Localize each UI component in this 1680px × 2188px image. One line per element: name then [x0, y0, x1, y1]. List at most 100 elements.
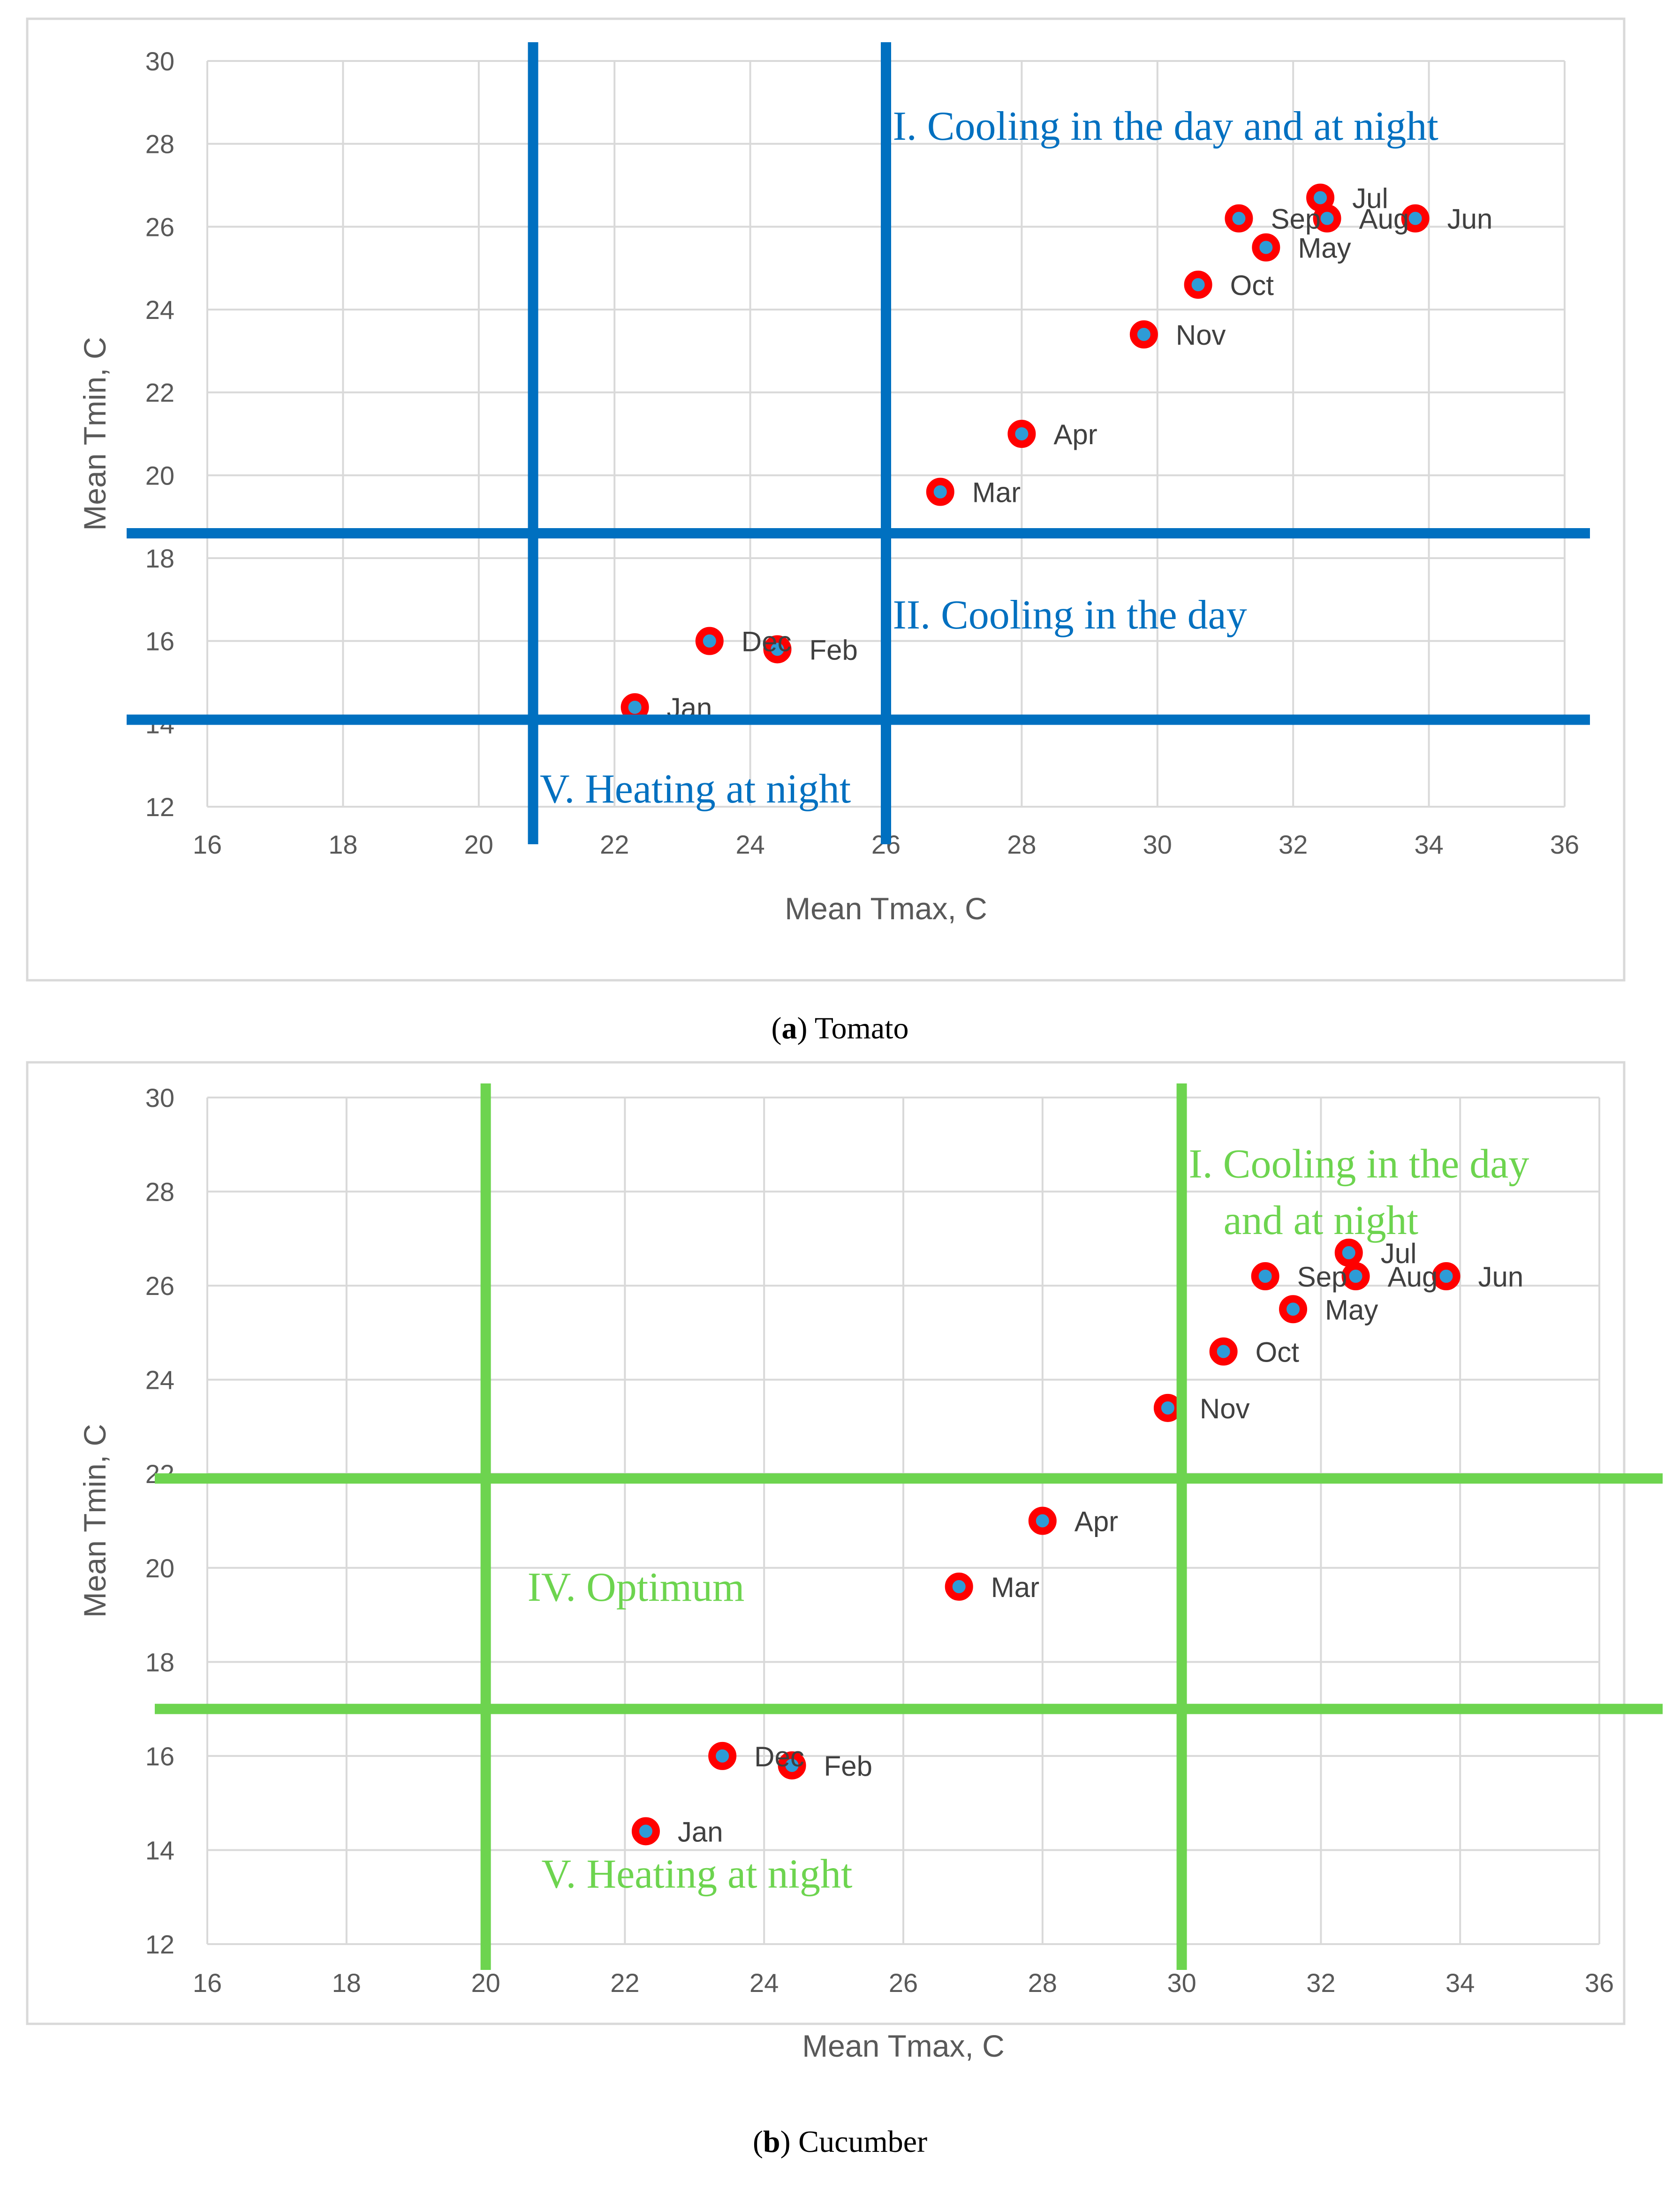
- data-point-nov: [1153, 1393, 1182, 1422]
- data-point-dec: [708, 1741, 737, 1770]
- data-label-oct: Oct: [1230, 270, 1274, 301]
- y-tick-label: 30: [145, 46, 174, 76]
- data-label-jun: Jun: [1447, 204, 1493, 235]
- data-point-mar: [945, 1572, 973, 1601]
- zone-label: I. Cooling in the day and at night: [893, 104, 1438, 149]
- x-tick-label: 32: [1279, 830, 1308, 859]
- data-label-may: May: [1298, 233, 1351, 264]
- zone-label: I. Cooling in the day: [1188, 1141, 1529, 1187]
- x-tick-label: 34: [1414, 830, 1443, 859]
- caption-b: (b) Cucumber: [753, 2125, 927, 2159]
- x-tick-label: 24: [735, 830, 764, 859]
- y-tick-label: 30: [145, 1083, 174, 1113]
- x-tick-label: 16: [193, 830, 222, 859]
- x-tick-label: 20: [464, 830, 493, 859]
- data-point-feb: [763, 635, 792, 664]
- data-label-mar: Mar: [991, 1572, 1039, 1603]
- x-tick-label: 30: [1143, 830, 1172, 859]
- data-label-mar: Mar: [972, 477, 1021, 508]
- caption-b-letter: b: [763, 2125, 780, 2159]
- data-label-may: May: [1325, 1294, 1378, 1325]
- x-tick-label: 18: [328, 830, 357, 859]
- data-label-aug: Aug: [1388, 1261, 1438, 1293]
- caption-a-letter: a: [782, 1011, 797, 1045]
- caption-a: (a) Tomato: [772, 1011, 909, 1045]
- y-tick-label: 14: [145, 1835, 174, 1865]
- data-label-aug: Aug: [1359, 204, 1409, 235]
- x-tick-label: 26: [889, 1968, 918, 1998]
- zone-label: II. Cooling in the day: [893, 592, 1247, 638]
- x-tick-label: 22: [610, 1968, 639, 1998]
- data-label-nov: Nov: [1176, 319, 1226, 351]
- y-tick-label: 12: [145, 1930, 174, 1959]
- y-tick-label: 28: [145, 129, 174, 159]
- y-tick-label: 16: [145, 1741, 174, 1771]
- data-label-dec: Dec: [754, 1741, 804, 1772]
- caption-a-text: Tomato: [807, 1011, 908, 1045]
- y-tick-label: 18: [145, 1647, 174, 1677]
- data-label-apr: Apr: [1053, 419, 1097, 450]
- y-tick-label: 20: [145, 1553, 174, 1583]
- data-label-sep: Sep: [1271, 204, 1321, 235]
- data-label-jan: Jan: [678, 1816, 723, 1847]
- data-label-dec: Dec: [742, 626, 792, 658]
- x-axis-title: Mean Tmax, C: [802, 2029, 1005, 2063]
- data-label-jul: Jul: [1352, 183, 1388, 214]
- data-label-oct: Oct: [1256, 1337, 1300, 1368]
- data-point-feb: [778, 1751, 806, 1779]
- x-tick-label: 18: [332, 1968, 361, 1998]
- data-point-sep: [1225, 204, 1253, 233]
- data-point-nov: [1129, 320, 1158, 348]
- data-label-jul: Jul: [1381, 1238, 1417, 1269]
- x-axis-title: Mean Tmax, C: [785, 891, 987, 926]
- data-point-oct: [1209, 1337, 1238, 1366]
- x-tick-label: 32: [1306, 1968, 1335, 1998]
- data-point-may: [1252, 233, 1280, 262]
- chart-a-frame: [26, 17, 1626, 982]
- x-tick-label: 28: [1028, 1968, 1057, 1998]
- data-point-jun: [1432, 1262, 1461, 1291]
- data-label-sep: Sep: [1297, 1261, 1347, 1293]
- y-tick-label: 22: [145, 378, 174, 408]
- y-tick-label: 16: [145, 627, 174, 656]
- data-label-feb: Feb: [809, 634, 857, 666]
- data-point-sep: [1251, 1262, 1279, 1291]
- data-point-may: [1279, 1295, 1308, 1324]
- zone-label: V. Heating at night: [541, 1852, 852, 1897]
- chart-b-frame: [26, 1061, 1626, 2025]
- data-point-apr: [1028, 1507, 1057, 1535]
- y-axis-title: Mean Tmin, C: [77, 337, 112, 530]
- x-tick-label: 36: [1585, 1968, 1614, 1998]
- x-tick-label: 36: [1550, 830, 1579, 859]
- y-tick-label: 26: [145, 212, 174, 242]
- data-point-jan: [631, 1817, 660, 1846]
- y-tick-label: 20: [145, 461, 174, 490]
- y-axis-title: Mean Tmin, C: [77, 1424, 112, 1618]
- data-label-jun: Jun: [1478, 1261, 1524, 1293]
- x-tick-label: 24: [749, 1968, 779, 1998]
- x-tick-label: 16: [193, 1968, 222, 1998]
- y-tick-label: 24: [145, 1365, 174, 1395]
- y-tick-label: 28: [145, 1177, 174, 1207]
- chart-b-cucumber: 1618202224262830323436121416182022242628…: [77, 1083, 1663, 2063]
- data-point-oct: [1184, 271, 1212, 299]
- data-point-aug: [1313, 204, 1341, 233]
- chart-a-tomato: 1618202224262830323436121416182022242628…: [77, 42, 1590, 926]
- data-point-jul: [1334, 1238, 1363, 1267]
- y-tick-label: 24: [145, 295, 174, 325]
- data-point-jan: [621, 693, 649, 721]
- data-point-jun: [1401, 204, 1430, 233]
- data-label-apr: Apr: [1075, 1506, 1118, 1537]
- y-tick-label: 26: [145, 1271, 174, 1301]
- x-tick-label: 20: [471, 1968, 500, 1998]
- data-label-feb: Feb: [824, 1750, 872, 1782]
- y-tick-label: 12: [145, 792, 174, 822]
- x-tick-label: 28: [1007, 830, 1036, 859]
- zone-label: and at night: [1224, 1198, 1418, 1243]
- data-point-dec: [695, 627, 724, 655]
- data-point-aug: [1341, 1262, 1370, 1291]
- x-tick-label: 22: [600, 830, 629, 859]
- x-tick-label: 30: [1167, 1968, 1196, 1998]
- x-tick-label: 34: [1445, 1968, 1475, 1998]
